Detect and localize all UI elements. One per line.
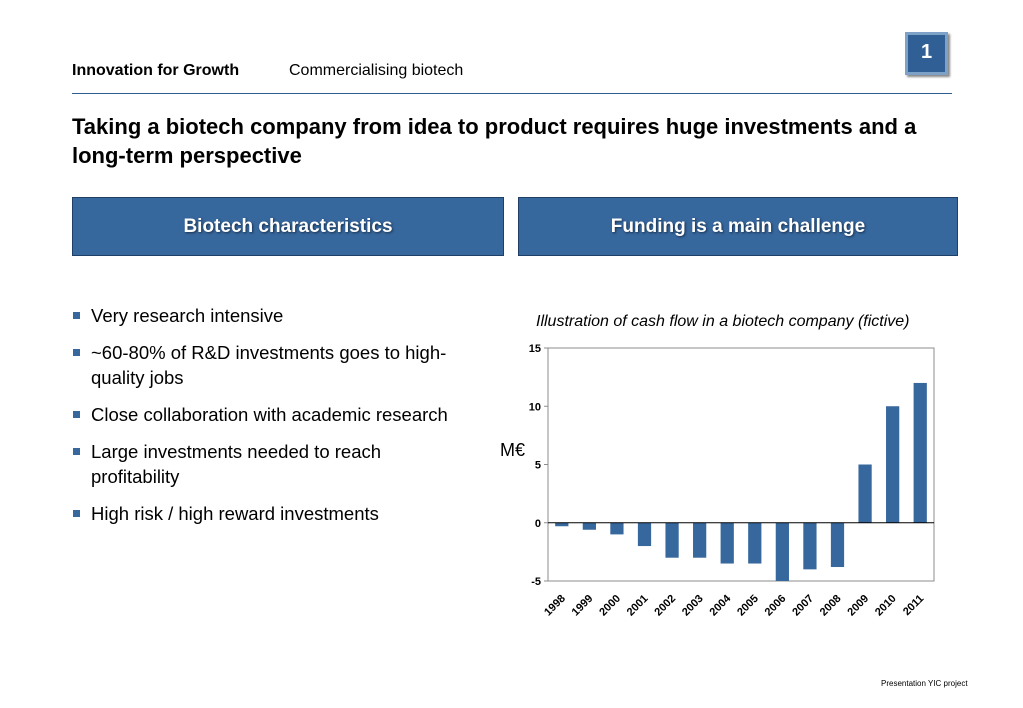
header-divider <box>72 93 952 94</box>
bar-2010 <box>886 406 900 523</box>
list-item: Large investments needed to reach profit… <box>72 439 462 489</box>
bar-1999 <box>582 522 596 530</box>
x-tick-label: 2008 <box>818 593 844 619</box>
banner-biotech-characteristics: Biotech characteristics <box>72 197 504 256</box>
bullet-square-icon <box>73 411 80 418</box>
bullet-square-icon <box>73 510 80 517</box>
y-tick-label: 15 <box>529 343 541 355</box>
y-tick-label: -5 <box>531 576 541 588</box>
x-tick-label: 2009 <box>845 593 871 619</box>
plot-area <box>547 347 935 582</box>
bar-2006 <box>775 522 789 581</box>
bullet-square-icon <box>73 448 80 455</box>
bar-1998 <box>555 522 569 527</box>
section-subtitle: Commercialising biotech <box>289 62 464 79</box>
y-tick-label: 10 <box>529 401 541 413</box>
list-item-text: Large investments needed to reach profit… <box>91 441 382 487</box>
bar-2008 <box>830 522 845 568</box>
chart-unit-label: M€ <box>500 440 526 460</box>
y-tick-label: 0 <box>535 518 541 530</box>
x-tick-label: 1999 <box>570 593 596 619</box>
bar-2003 <box>693 522 707 558</box>
x-tick-label: 2002 <box>652 593 678 619</box>
list-item: High risk / high reward investments <box>72 501 462 526</box>
bar-2004 <box>720 522 734 564</box>
cashflow-bar-chart: -5 0 5 10 15 1998 1999 2000 2001 2002 2003 2004 2005… <box>529 343 935 619</box>
x-tick-label: 2011 <box>901 593 926 618</box>
slide-title: Taking a biotech company from idea to pr… <box>72 114 917 168</box>
characteristics-list: Very research intensive ~60-80% of R&D i… <box>72 303 462 538</box>
list-item-text: Very research intensive <box>91 305 284 326</box>
x-tick-label: 2001 <box>625 593 651 619</box>
bar-2002 <box>665 522 679 558</box>
y-tick-label: 5 <box>535 460 541 472</box>
list-item-text: Close collaboration with academic resear… <box>91 404 448 425</box>
list-item: Very research intensive <box>72 303 462 328</box>
bullet-square-icon <box>73 312 80 319</box>
list-item-text: High risk / high reward investments <box>91 503 379 524</box>
list-item: ~60-80% of R&D investments goes to high-… <box>72 340 462 390</box>
banner-funding-challenge: Funding is a main challenge <box>518 197 958 256</box>
x-tick-label: 2003 <box>680 593 706 619</box>
page-number-badge: 1 <box>905 32 948 75</box>
bar-2009 <box>858 464 872 523</box>
section-title: Innovation for Growth <box>72 62 240 79</box>
x-tick-label: 2005 <box>735 593 761 619</box>
bar-2001 <box>637 522 652 547</box>
chart-caption: Illustration of cash flow in a biotech c… <box>536 313 910 330</box>
x-tick-label: 2004 <box>708 592 734 618</box>
list-item-text: ~60-80% of R&D investments goes to high-… <box>91 342 447 388</box>
x-tick-label: 2010 <box>873 593 899 619</box>
x-tick-label: 1998 <box>542 593 568 619</box>
bar-2000 <box>610 522 624 535</box>
footer-text: Presentation YIC project <box>881 679 968 688</box>
bar-2007 <box>803 522 817 570</box>
x-tick-label: 2007 <box>790 593 816 619</box>
x-tick-label: 2000 <box>597 593 623 619</box>
bullet-square-icon <box>73 349 80 356</box>
bar-2011 <box>913 382 927 523</box>
list-item: Close collaboration with academic resear… <box>72 402 462 427</box>
bar-2005 <box>748 522 762 564</box>
x-tick-label: 2006 <box>763 593 789 619</box>
